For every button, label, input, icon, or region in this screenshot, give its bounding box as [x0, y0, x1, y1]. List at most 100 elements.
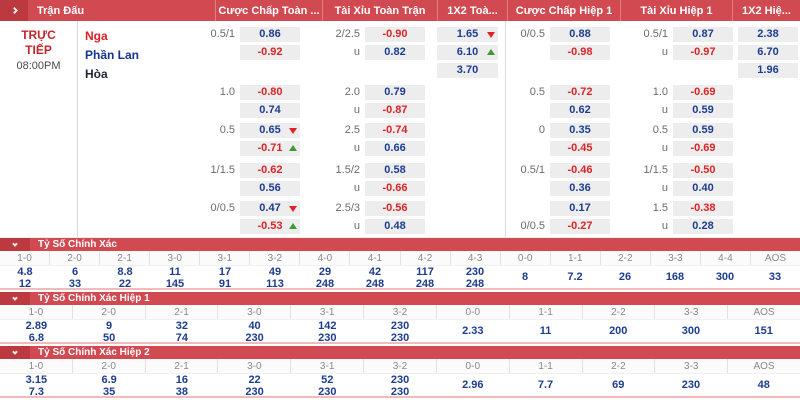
- score-odds-cell[interactable]: 49 113: [266, 266, 284, 290]
- odds-cell-h1-1x2[interactable]: 1.96: [738, 63, 798, 78]
- odds-cell-ft-handicap[interactable]: -0.92: [240, 45, 300, 60]
- score-odds-cell[interactable]: 32 74: [175, 320, 188, 344]
- odds-cell-h1-handicap[interactable]: -0.98: [550, 45, 610, 60]
- odds-cell-h1-handicap[interactable]: -0.27: [550, 219, 610, 234]
- odds-cell-ft-overunder[interactable]: -0.56: [365, 201, 425, 216]
- odds-cell-h1-overunder[interactable]: -0.50: [673, 163, 733, 178]
- odds-cell-ft-overunder[interactable]: 0.48: [365, 219, 425, 234]
- odds-cell-ft-handicap[interactable]: 0.86: [240, 27, 300, 42]
- score-odds-cell[interactable]: 42 248: [365, 266, 385, 290]
- odds-cell-h1-handicap[interactable]: 0.17: [550, 201, 610, 216]
- odds-cell-h1-overunder[interactable]: 0.28: [673, 219, 733, 234]
- odds-cell-h1-handicap[interactable]: -0.46: [550, 163, 610, 178]
- score-odds-cell[interactable]: 11 145: [165, 266, 185, 290]
- odds-cell-ft-handicap[interactable]: -0.53: [240, 219, 300, 234]
- score-odds-cell[interactable]: 2.96: [462, 379, 484, 391]
- score-odds-cell[interactable]: 230 230: [390, 320, 410, 344]
- score-odds-cell[interactable]: 4.8 12: [17, 266, 33, 290]
- score-odds-cell[interactable]: 6.9 35: [101, 374, 117, 398]
- odds-cell-ft-1x2[interactable]: 3.70: [437, 63, 498, 78]
- odds-cell-ft-overunder[interactable]: 0.79: [365, 85, 425, 100]
- home-team-name[interactable]: Nga: [85, 29, 108, 43]
- odds-cell-ft-overunder[interactable]: 0.82: [365, 45, 425, 60]
- odds-cell-ft-1x2[interactable]: 6.10: [437, 45, 498, 60]
- odds-cell-ft-handicap[interactable]: 0.56: [240, 181, 300, 196]
- draw-label[interactable]: Hòa: [85, 67, 108, 81]
- odds-cell-ft-overunder[interactable]: 0.58: [365, 163, 425, 178]
- score-odds-cell[interactable]: 230: [681, 379, 701, 391]
- score-odds-cell[interactable]: 7.2: [567, 271, 583, 283]
- odds-cell-ft-handicap[interactable]: -0.71: [240, 141, 300, 156]
- score-odds-cell[interactable]: 300: [681, 325, 701, 337]
- score-odds-cell[interactable]: 48: [757, 379, 770, 391]
- score-odds-cell[interactable]: 151: [754, 325, 773, 337]
- score-odds-cell[interactable]: 168: [665, 271, 685, 283]
- score-odds-cell[interactable]: 40 230: [245, 320, 264, 344]
- score-odds-cell[interactable]: 3.15 7.3: [25, 374, 48, 398]
- odds-cell-h1-overunder[interactable]: 0.59: [673, 123, 733, 138]
- odds-cell-h1-overunder[interactable]: -0.69: [673, 141, 733, 156]
- odds-cell-h1-handicap[interactable]: 0.35: [550, 123, 610, 138]
- score-column-header: 3-1: [290, 359, 363, 373]
- score-odds-cell[interactable]: 26: [618, 271, 632, 283]
- odds-cell-h1-overunder[interactable]: -0.38: [673, 201, 733, 216]
- score-odds-cell[interactable]: 142 230: [318, 320, 337, 344]
- odds-cell-h1-overunder[interactable]: 0.40: [673, 181, 733, 196]
- score-values-row: 2.89 6.8 9 50 32 74 40 230 142 230 230 230 2.33 11 200…: [0, 320, 800, 344]
- score-odds-cell[interactable]: 29 248: [315, 266, 335, 290]
- ft-overunder-line-label: u: [353, 142, 360, 154]
- odds-cell-h1-handicap[interactable]: -0.45: [550, 141, 610, 156]
- score-odds-cell[interactable]: 230 248: [465, 266, 485, 290]
- odds-cell-ft-overunder[interactable]: -0.87: [365, 103, 425, 118]
- score-odds-cell[interactable]: 2.33: [462, 325, 484, 337]
- odds-cell-ft-handicap[interactable]: 0.47: [240, 201, 300, 216]
- score-odds-cell[interactable]: 17 91: [218, 266, 232, 290]
- score-odds-cell[interactable]: 9 50: [102, 320, 116, 344]
- score-odds-cell[interactable]: 200: [609, 325, 628, 337]
- odds-cell-h1-handicap[interactable]: -0.72: [550, 85, 610, 100]
- odds-cell-ft-overunder[interactable]: 0.66: [365, 141, 425, 156]
- expand-chevron-button[interactable]: [0, 0, 28, 21]
- score-odds-cell[interactable]: 300: [715, 271, 735, 283]
- score-odds-cell[interactable]: 117 248: [415, 266, 435, 290]
- odds-cell-h1-1x2[interactable]: 6.70: [738, 45, 798, 60]
- odds-cell-ft-overunder[interactable]: -0.66: [365, 181, 425, 196]
- score-section-title: Tỷ Số Chính Xác: [38, 239, 117, 250]
- odds-cell-ft-handicap[interactable]: 0.65: [240, 123, 300, 138]
- score-odds-cell[interactable]: 8: [521, 271, 529, 283]
- odds-cell-h1-handicap[interactable]: 0.62: [550, 103, 610, 118]
- odds-cell-h1-overunder[interactable]: -0.97: [673, 45, 733, 60]
- score-section-header[interactable]: Tỷ Số Chính Xác Hiệp 2: [0, 346, 800, 359]
- odds-cell-ft-handicap[interactable]: -0.62: [240, 163, 300, 178]
- away-team-name[interactable]: Phần Lan: [85, 48, 140, 62]
- score-odds-cell[interactable]: 230 230: [390, 374, 410, 398]
- score-odds-cell[interactable]: 8.8 22: [117, 266, 133, 290]
- odds-cell-ft-overunder[interactable]: -0.74: [365, 123, 425, 138]
- score-odds-cell[interactable]: 69: [612, 379, 625, 391]
- score-odds-cell[interactable]: 7.7: [537, 379, 554, 391]
- score-column-header: 1-1: [508, 359, 582, 373]
- odds-cell-ft-handicap[interactable]: -0.80: [240, 85, 300, 100]
- score-odds-cell[interactable]: 52 230: [318, 374, 337, 398]
- h1-handicap-line-label: 0.5/1: [520, 164, 545, 176]
- score-odds-cell[interactable]: 2.89 6.8: [25, 320, 48, 344]
- odds-cell-h1-overunder[interactable]: 0.59: [673, 103, 733, 118]
- score-section-header[interactable]: Tỷ Số Chính Xác: [0, 238, 800, 251]
- score-odds-cell[interactable]: 11: [539, 325, 552, 337]
- odds-cell-h1-handicap[interactable]: 0.88: [550, 27, 610, 42]
- score-odds-cell[interactable]: 33: [768, 271, 782, 283]
- odds-cell-h1-1x2[interactable]: 2.38: [738, 27, 798, 42]
- score-column-header: 3-2: [249, 251, 299, 265]
- odds-cell-h1-overunder[interactable]: -0.69: [673, 85, 733, 100]
- score-odds-cell[interactable]: 16 38: [175, 374, 188, 398]
- odds-cell-h1-handicap[interactable]: 0.36: [550, 181, 610, 196]
- score-odds-cell[interactable]: 6 33: [68, 266, 82, 290]
- score-section-header[interactable]: Tỷ Số Chính Xác Hiệp 1: [0, 292, 800, 305]
- odds-cell-ft-handicap[interactable]: 0.74: [240, 103, 300, 118]
- score-odds-cell[interactable]: 22 230: [245, 374, 264, 398]
- score-column-header: 4-4: [699, 251, 750, 265]
- odds-cell-h1-overunder[interactable]: 0.87: [673, 27, 733, 42]
- odds-cell-ft-1x2[interactable]: 1.65: [437, 27, 498, 42]
- odds-cell-ft-overunder[interactable]: -0.90: [365, 27, 425, 42]
- score-column-header: 3-2: [363, 359, 436, 373]
